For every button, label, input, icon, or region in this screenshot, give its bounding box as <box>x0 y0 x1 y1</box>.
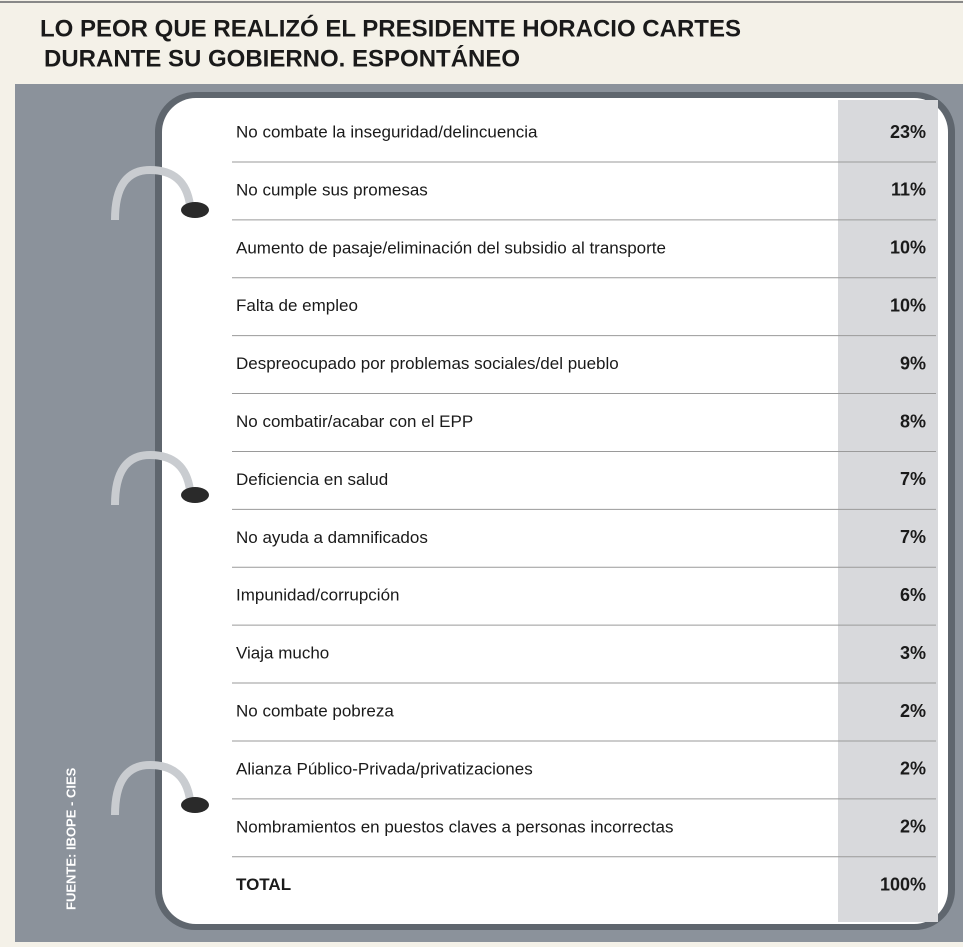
row-label: Alianza Público-Privada/privatizaciones <box>236 759 533 778</box>
row-label: Viaja mucho <box>236 644 329 663</box>
row-value: 2% <box>900 759 926 779</box>
row-value: 2% <box>900 817 926 837</box>
source: FUENTE: IBOPE - CIES <box>63 767 78 910</box>
row-value: 10% <box>890 238 926 258</box>
row-value: 7% <box>900 527 926 547</box>
value-column <box>838 100 938 922</box>
row-label: Impunidad/corrupción <box>236 586 399 605</box>
row-label: Nombramientos en puestos claves a person… <box>236 817 674 836</box>
row-value: 9% <box>900 353 926 373</box>
row-label: No combatir/acabar con el EPP <box>236 412 473 431</box>
row-label: No combate pobreza <box>236 701 394 720</box>
row-label: Aumento de pasaje/eliminación del subsid… <box>236 238 666 257</box>
panel <box>162 98 948 924</box>
row-value: 8% <box>900 411 926 431</box>
row-value: 10% <box>890 295 926 315</box>
row-value: 7% <box>900 469 926 489</box>
row-value: 2% <box>900 701 926 721</box>
row-value: 11% <box>891 180 926 200</box>
row-label: TOTAL <box>236 875 291 894</box>
row-label: Deficiencia en salud <box>236 470 388 489</box>
row-value: 6% <box>900 585 926 605</box>
row-label: Falta de empleo <box>236 296 358 315</box>
title-line: DURANTE SU GOBIERNO. ESPONTÁNEO <box>44 44 520 72</box>
row-label: No cumple sus promesas <box>236 180 428 199</box>
row-label: No ayuda a damnificados <box>236 528 428 547</box>
row-value: 100% <box>880 874 926 894</box>
row-value: 3% <box>900 643 926 663</box>
row-value: 23% <box>890 122 926 142</box>
row-label: No combate la inseguridad/delincuencia <box>236 122 538 141</box>
title-line: LO PEOR QUE REALIZÓ EL PRESIDENTE HORACI… <box>40 14 741 42</box>
row-label: Despreocupado por problemas sociales/del… <box>236 354 619 373</box>
rings <box>111 165 194 816</box>
ring-holes <box>181 202 209 813</box>
